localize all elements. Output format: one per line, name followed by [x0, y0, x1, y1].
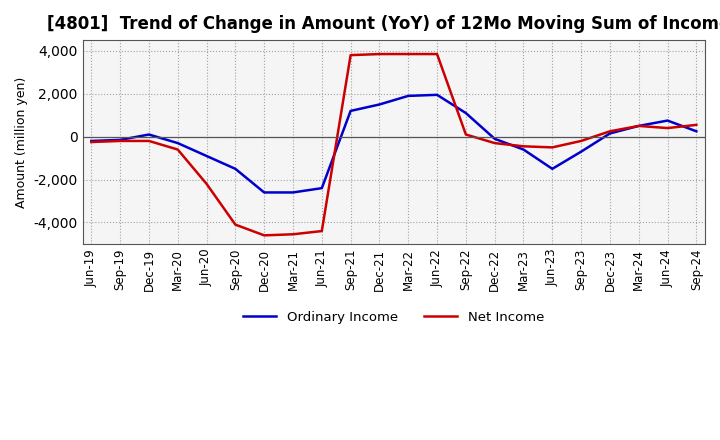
Net Income: [606, 128, 614, 134]
Net Income: [548, 145, 557, 150]
Net Income: [87, 139, 96, 145]
Ordinary Income: [231, 166, 240, 172]
Ordinary Income: [462, 110, 470, 116]
Ordinary Income: [260, 190, 269, 195]
Net Income: [346, 52, 355, 58]
Net Income: [519, 144, 528, 149]
Ordinary Income: [404, 93, 413, 99]
Net Income: [375, 51, 384, 57]
Net Income: [174, 147, 182, 152]
Ordinary Income: [663, 118, 672, 123]
Ordinary Income: [87, 138, 96, 143]
Ordinary Income: [519, 147, 528, 152]
Net Income: [231, 222, 240, 227]
Legend: Ordinary Income, Net Income: Ordinary Income, Net Income: [238, 305, 549, 329]
Ordinary Income: [318, 186, 326, 191]
Net Income: [433, 51, 441, 57]
Title: [4801]  Trend of Change in Amount (YoY) of 12Mo Moving Sum of Incomes: [4801] Trend of Change in Amount (YoY) o…: [48, 15, 720, 33]
Net Income: [318, 228, 326, 234]
Ordinary Income: [606, 131, 614, 136]
Ordinary Income: [692, 128, 701, 134]
Ordinary Income: [577, 149, 585, 154]
Ordinary Income: [116, 137, 125, 143]
Net Income: [577, 138, 585, 143]
Net Income: [260, 233, 269, 238]
Net Income: [634, 123, 643, 128]
Y-axis label: Amount (million yen): Amount (million yen): [15, 77, 28, 208]
Net Income: [202, 181, 211, 187]
Net Income: [490, 140, 499, 146]
Line: Net Income: Net Income: [91, 54, 696, 235]
Net Income: [404, 51, 413, 57]
Ordinary Income: [375, 102, 384, 107]
Net Income: [462, 132, 470, 137]
Ordinary Income: [289, 190, 297, 195]
Net Income: [145, 138, 153, 143]
Ordinary Income: [346, 108, 355, 114]
Net Income: [116, 138, 125, 143]
Ordinary Income: [174, 140, 182, 146]
Ordinary Income: [202, 153, 211, 158]
Ordinary Income: [433, 92, 441, 98]
Net Income: [692, 122, 701, 128]
Net Income: [663, 125, 672, 131]
Line: Ordinary Income: Ordinary Income: [91, 95, 696, 192]
Ordinary Income: [634, 123, 643, 128]
Ordinary Income: [490, 136, 499, 141]
Ordinary Income: [548, 166, 557, 172]
Ordinary Income: [145, 132, 153, 137]
Net Income: [289, 231, 297, 237]
